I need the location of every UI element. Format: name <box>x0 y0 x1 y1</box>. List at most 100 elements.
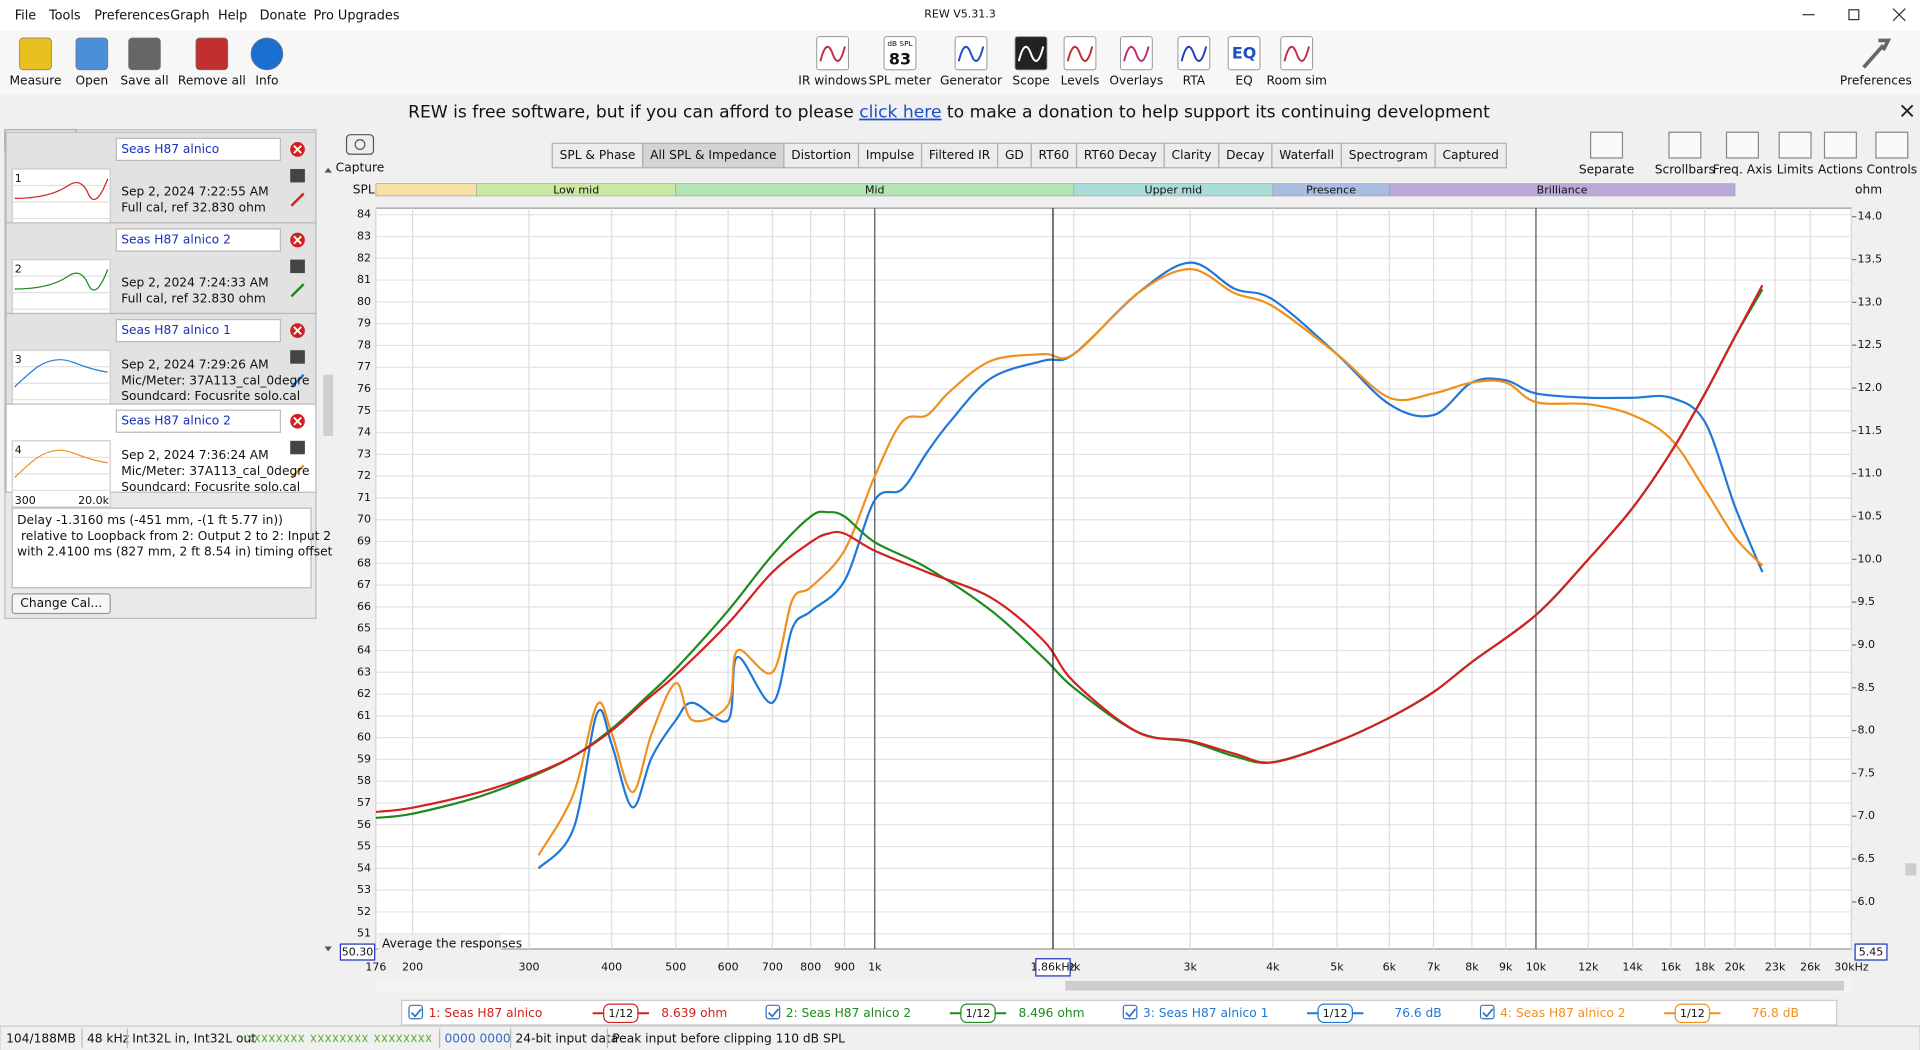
tab-label: Filtered IR <box>929 148 991 162</box>
graph-tab[interactable]: Impulse <box>857 142 923 169</box>
checkbox[interactable] <box>1122 1004 1138 1020</box>
graph-tab[interactable]: GD <box>996 142 1032 169</box>
graph-tab[interactable]: All SPL & Impedance <box>642 142 785 169</box>
toolbar-button[interactable]: Room sim <box>1267 36 1327 88</box>
close[interactable] <box>1892 8 1906 22</box>
toolbar-button[interactable]: IR windows <box>798 36 867 88</box>
toolbar-button[interactable]: Overlays <box>1109 36 1163 88</box>
legend-entry[interactable]: 2: Seas H87 alnico 2 1/12 8.496 ohm <box>765 1003 1085 1024</box>
legend-name: 2: Seas H87 alnico 2 <box>786 1006 911 1020</box>
donation-close[interactable] <box>1900 104 1914 117</box>
icon[interactable] <box>128 37 161 71</box>
icon[interactable] <box>290 168 305 183</box>
icon[interactable] <box>290 350 305 364</box>
menu-item[interactable]: Tools <box>48 8 81 23</box>
name-field[interactable] <box>115 137 282 162</box>
menu-item[interactable]: Preferences <box>94 8 170 23</box>
toolbar-label: Room sim <box>1267 73 1327 87</box>
graph-tab[interactable]: Spectrogram <box>1340 142 1436 169</box>
change-cal-button[interactable] <box>11 593 111 615</box>
menu-item[interactable]: Help <box>218 8 247 23</box>
toolbar-button[interactable]: Open <box>75 37 109 87</box>
h-scroll-thumb[interactable] <box>1065 980 1845 991</box>
toolbar-button[interactable]: EQ EQ <box>1227 36 1261 88</box>
capture-button[interactable]: Capture <box>336 134 385 175</box>
toolbar-button[interactable]: Scope <box>1012 36 1050 88</box>
card-number: 1 <box>15 172 22 185</box>
smoothing-box[interactable] <box>1317 1003 1353 1024</box>
name-field[interactable] <box>115 318 282 343</box>
measurement-card[interactable]: Seas H87 alnico 2 4 300 20.0k Sep 2, 2024 7:… <box>5 403 317 508</box>
icon[interactable] <box>290 259 305 274</box>
name-field[interactable] <box>115 409 282 433</box>
graph-tab[interactable]: Clarity <box>1163 142 1220 169</box>
graph-tab[interactable]: RT60 Decay <box>1075 142 1165 169</box>
menu-item[interactable]: Graph <box>170 8 209 23</box>
icon[interactable] <box>290 373 305 388</box>
icon[interactable] <box>19 37 52 71</box>
icon[interactable] <box>290 464 305 479</box>
icon[interactable] <box>250 37 284 71</box>
checkbox[interactable] <box>1479 1004 1495 1020</box>
toolbar-button[interactable]: Save all <box>120 37 169 87</box>
legend-entry[interactable]: 1: Seas H87 alnico 1/12 8.639 ohm <box>408 1003 727 1024</box>
graph-tab[interactable]: Distortion <box>783 142 860 169</box>
toolbar-button[interactable]: Info <box>250 37 284 87</box>
checkmark <box>768 1008 780 1018</box>
maximize[interactable] <box>1848 9 1860 21</box>
v-scroll-thumb[interactable] <box>1905 863 1917 876</box>
smoothing-box[interactable] <box>960 1003 996 1024</box>
icon[interactable] <box>195 37 229 71</box>
x-tick-label: 8k <box>1465 960 1479 973</box>
toolbar-button[interactable]: Generator <box>940 36 1003 88</box>
checkbox[interactable] <box>765 1004 781 1020</box>
donation-link[interactable]: click here <box>859 103 941 123</box>
legend-entry[interactable]: 3: Seas H87 alnico 1 1/12 76.6 dB <box>1122 1003 1442 1024</box>
x-tick-label: 176 <box>365 960 386 973</box>
menu-item[interactable]: Pro Upgrades <box>313 8 399 23</box>
toolbar-button[interactable]: dB SPL 83 SPL meter <box>869 36 933 88</box>
icon[interactable] <box>290 192 305 207</box>
name-field[interactable] <box>115 228 282 252</box>
menu-item[interactable]: File <box>15 8 37 23</box>
y-min-box[interactable] <box>339 943 376 961</box>
icon[interactable] <box>290 283 305 298</box>
toolbar-button[interactable]: Measure <box>10 37 62 87</box>
icon[interactable] <box>290 440 305 455</box>
toolbar-button[interactable]: Remove all <box>178 37 246 87</box>
y-tick-label: 54 <box>357 861 371 874</box>
measurement-detail: Mic/Meter: 37A113_cal_0degre <box>121 373 309 387</box>
icon-glyph <box>1123 45 1150 62</box>
toolbar-button[interactable]: Preferences <box>1840 38 1912 87</box>
graph-tool[interactable]: Controls <box>1867 131 1918 177</box>
graph-tab[interactable]: Captured <box>1434 142 1507 169</box>
tab-label: GD <box>1005 148 1024 162</box>
window-controls[interactable] <box>1802 8 1906 22</box>
graph-tab[interactable]: RT60 <box>1030 142 1078 169</box>
graph-tab[interactable]: Waterfall <box>1271 142 1343 169</box>
y2-min-box[interactable] <box>1854 943 1888 961</box>
checkbox[interactable] <box>408 1004 424 1020</box>
graph-tool[interactable]: Scrollbars <box>1655 131 1715 177</box>
smoothing-box[interactable] <box>1674 1003 1711 1024</box>
toolbar-button[interactable]: Levels <box>1061 36 1100 88</box>
y-tick-label: 64 <box>357 643 371 656</box>
graph-tool[interactable]: Actions <box>1818 131 1863 177</box>
tab-label: Clarity <box>1172 148 1212 162</box>
menu-item[interactable]: Donate <box>260 8 307 23</box>
graph-tab[interactable]: SPL & Phase <box>551 142 644 169</box>
icon[interactable] <box>75 37 109 71</box>
average-bg[interactable] <box>378 934 501 952</box>
toolbar-button[interactable]: RTA <box>1177 36 1211 88</box>
graph-tool[interactable]: Separate <box>1579 131 1634 177</box>
graph-tab[interactable]: Decay <box>1218 142 1273 169</box>
legend-entry[interactable]: 4: Seas H87 alnico 2 1/12 76.8 dB <box>1479 1003 1799 1024</box>
graph-tab[interactable]: Filtered IR <box>920 142 999 169</box>
graph-tool[interactable]: Freq. Axis <box>1713 131 1772 177</box>
panel-scrollbar[interactable] <box>323 374 334 436</box>
smoothing-box[interactable] <box>603 1003 639 1024</box>
graph-tool[interactable]: Limits <box>1777 131 1814 177</box>
